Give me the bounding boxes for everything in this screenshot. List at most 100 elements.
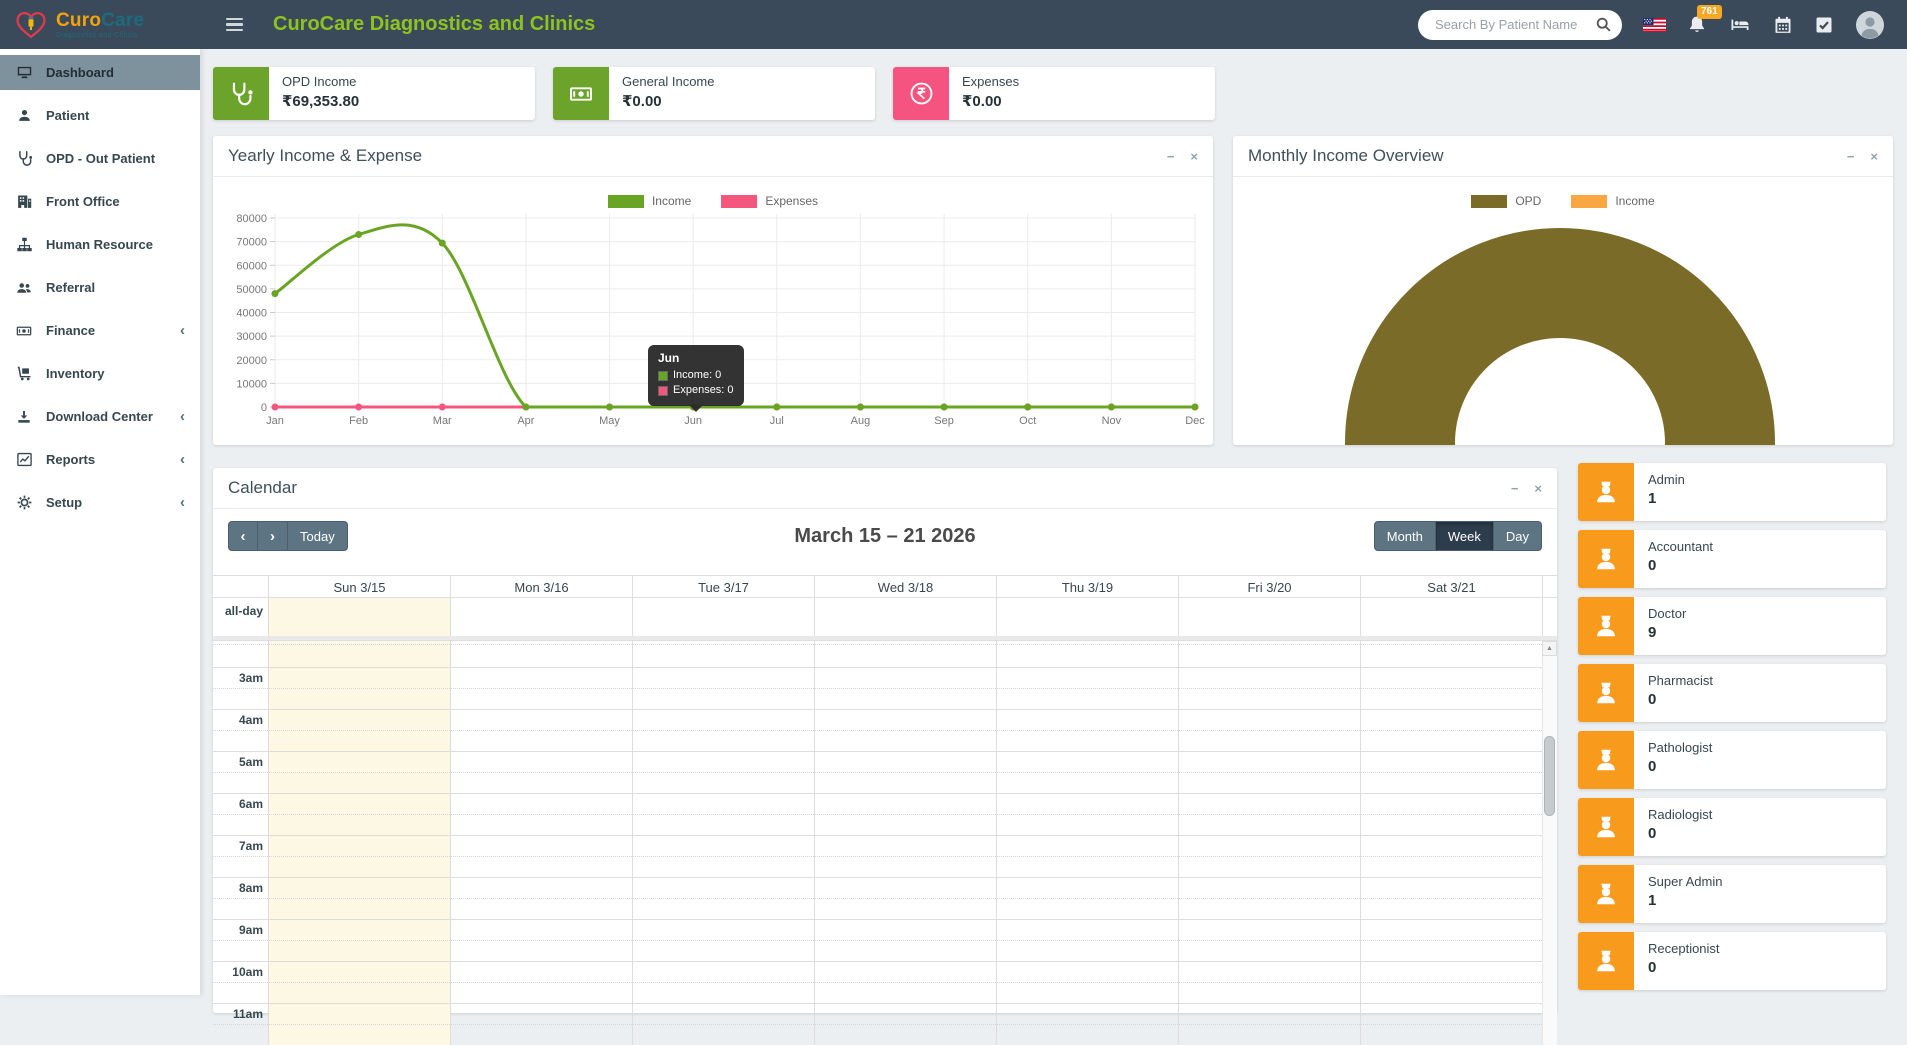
time-slot-cell[interactable] [268,667,450,709]
time-slot-cell[interactable] [450,667,632,709]
time-slot-cell[interactable] [268,641,450,667]
time-slot-cell[interactable] [814,667,996,709]
time-slot-cell[interactable] [268,1003,450,1045]
time-slot-cell[interactable] [814,1003,996,1045]
calendar-icon[interactable] [1773,15,1793,35]
time-slot-cell[interactable] [814,751,996,793]
time-slot-cell[interactable] [450,835,632,877]
all-day-cell[interactable] [1360,598,1542,636]
time-slot-cell[interactable] [996,667,1178,709]
time-slot-cell[interactable] [1360,709,1542,751]
time-slot-cell[interactable] [1178,751,1360,793]
patient-search[interactable] [1418,10,1622,40]
time-slot-cell[interactable] [1178,709,1360,751]
search-input[interactable] [1433,16,1595,33]
time-slot-cell[interactable] [1178,961,1360,1003]
time-slot-cell[interactable] [996,961,1178,1003]
sidebar-item-finance[interactable]: Finance‹ [0,313,200,348]
sidebar-item-download-center[interactable]: Download Center‹ [0,399,200,434]
all-day-cell[interactable] [450,598,632,636]
time-slot-cell[interactable] [1178,667,1360,709]
time-slot-cell[interactable] [1360,667,1542,709]
search-icon[interactable] [1595,16,1612,33]
time-slot-cell[interactable] [996,793,1178,835]
minimize-button[interactable]: − [1847,149,1855,164]
app-logo[interactable]: CuroCare Diagnostics and Clinics [0,9,200,40]
time-slot-cell[interactable] [450,877,632,919]
time-slot-cell[interactable] [450,961,632,1003]
time-slot-cell[interactable] [1178,835,1360,877]
time-slot-cell[interactable] [1178,1003,1360,1045]
time-slot-cell[interactable] [632,751,814,793]
time-slot-cell[interactable] [268,961,450,1003]
time-slot-cell[interactable] [996,877,1178,919]
sidebar-item-opd-out-patient[interactable]: OPD - Out Patient [0,141,200,176]
close-button[interactable]: × [1534,481,1542,496]
time-slot-cell[interactable] [1178,641,1360,667]
time-slot-cell[interactable] [632,641,814,667]
time-slot-cell[interactable] [996,641,1178,667]
sidebar-item-patient[interactable]: Patient [0,98,200,133]
time-slot-cell[interactable] [1360,793,1542,835]
time-slot-cell[interactable] [632,877,814,919]
sidebar-item-human-resource[interactable]: Human Resource [0,227,200,262]
time-slot-cell[interactable] [268,793,450,835]
all-day-cell[interactable] [268,598,450,636]
time-slot-cell[interactable] [996,835,1178,877]
time-slot-cell[interactable] [814,709,996,751]
minimize-button[interactable]: − [1511,481,1519,496]
language-flag-icon[interactable] [1643,18,1666,32]
close-button[interactable]: × [1190,149,1198,164]
calendar-view-week-button[interactable]: Week [1436,521,1494,551]
time-slot-cell[interactable] [632,709,814,751]
time-slot-cell[interactable] [1178,793,1360,835]
user-avatar[interactable] [1855,10,1885,40]
time-slot-cell[interactable] [450,793,632,835]
time-slot-cell[interactable] [1360,751,1542,793]
time-slot-cell[interactable] [1360,1003,1542,1045]
time-slot-cell[interactable] [996,919,1178,961]
time-slot-cell[interactable] [450,641,632,667]
calendar-view-month-button[interactable]: Month [1374,521,1436,551]
time-slot-cell[interactable] [632,793,814,835]
time-slot-cell[interactable] [450,751,632,793]
all-day-cell[interactable] [1178,598,1360,636]
time-slot-cell[interactable] [1360,961,1542,1003]
minimize-button[interactable]: − [1167,149,1175,164]
time-slot-cell[interactable] [814,641,996,667]
time-slot-cell[interactable] [450,919,632,961]
time-slot-cell[interactable] [632,919,814,961]
all-day-cell[interactable] [814,598,996,636]
time-slot-cell[interactable] [268,751,450,793]
time-slot-cell[interactable] [1178,919,1360,961]
time-slot-cell[interactable] [996,709,1178,751]
time-slot-cell[interactable] [268,835,450,877]
sidebar-item-referral[interactable]: Referral [0,270,200,305]
time-slot-cell[interactable] [1178,877,1360,919]
all-day-cell[interactable] [632,598,814,636]
time-slot-cell[interactable] [632,835,814,877]
time-slot-cell[interactable] [1360,835,1542,877]
time-slot-cell[interactable] [996,751,1178,793]
close-button[interactable]: × [1870,149,1878,164]
time-slot-cell[interactable] [996,1003,1178,1045]
notifications-bell-icon[interactable]: 761 [1687,14,1707,35]
time-slot-cell[interactable] [1360,877,1542,919]
bed-ipd-icon[interactable] [1728,15,1752,35]
time-slot-cell[interactable] [1360,641,1542,667]
time-slot-cell[interactable] [1360,919,1542,961]
scrollbar-track[interactable] [1542,656,1557,1045]
calendar-scrollbar[interactable]: ▲ [1542,641,1557,1045]
sidebar-item-front-office[interactable]: Front Office [0,184,200,219]
time-slot-cell[interactable] [632,961,814,1003]
time-slot-cell[interactable] [632,667,814,709]
time-slot-cell[interactable] [814,835,996,877]
time-slot-cell[interactable] [268,709,450,751]
sidebar-item-dashboard[interactable]: Dashboard [0,55,200,90]
scrollbar-up-arrow-icon[interactable]: ▲ [1542,641,1557,656]
time-slot-cell[interactable] [450,1003,632,1045]
sidebar-item-reports[interactable]: Reports‹ [0,442,200,477]
all-day-cell[interactable] [996,598,1178,636]
time-slot-cell[interactable] [450,709,632,751]
time-slot-cell[interactable] [814,793,996,835]
